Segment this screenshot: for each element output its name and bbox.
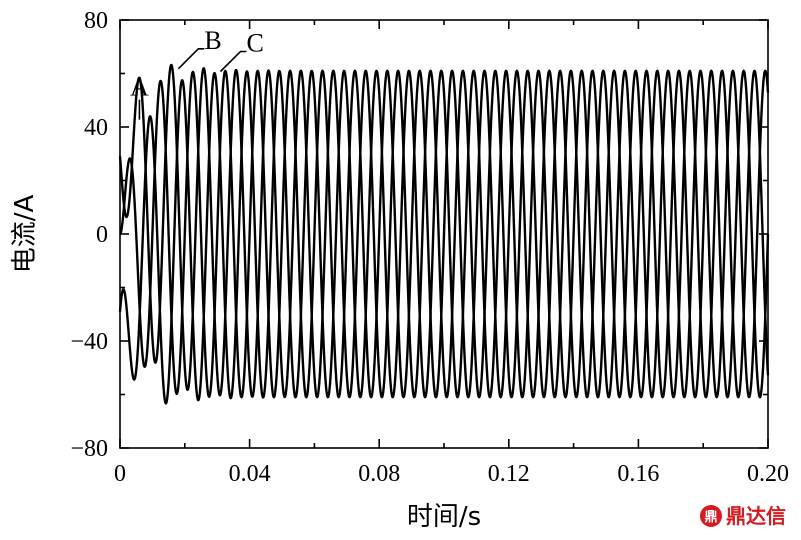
x-tick-label: 0.08 [358,461,400,487]
series-line-a [119,69,770,399]
series-line-b [118,63,770,399]
watermark-text: 鼎达信 [726,504,786,528]
x-tick-label: 0.16 [617,461,659,487]
label-layer: 0 0.04 0.08 0.12 0.16 0.20 80 40 0 −40 −80 [70,8,789,487]
x-tick-label: 0.20 [747,461,789,487]
y-tick-label: 0 [96,222,108,248]
annotation-leader-b [177,48,205,70]
x-axis-label: 时间/s [407,502,481,532]
tick-layer [119,19,769,449]
y-axis-label: 电流/A [10,195,40,274]
series-line-c [118,69,770,405]
x-tick-label: 0.04 [229,461,271,487]
x-tick-label: 0.12 [488,461,530,487]
annotation-a: A [130,73,149,102]
y-tick-label: −80 [70,436,108,462]
annotation-leader-c [219,50,247,73]
annotation-layer: A B C [130,26,264,120]
annotation-b: B [204,26,221,55]
watermark-logo-glyph: 鼎 [704,510,717,525]
watermark-logo-icon [700,505,722,527]
annotation-c: C [246,29,263,58]
x-tick-label: 0 [114,461,126,487]
y-tick-label: −40 [70,329,108,355]
y-tick-label: 80 [84,8,108,34]
series-layer [118,63,770,405]
y-tick-label: 40 [84,115,108,141]
watermark: 鼎 鼎达信 [700,504,786,528]
